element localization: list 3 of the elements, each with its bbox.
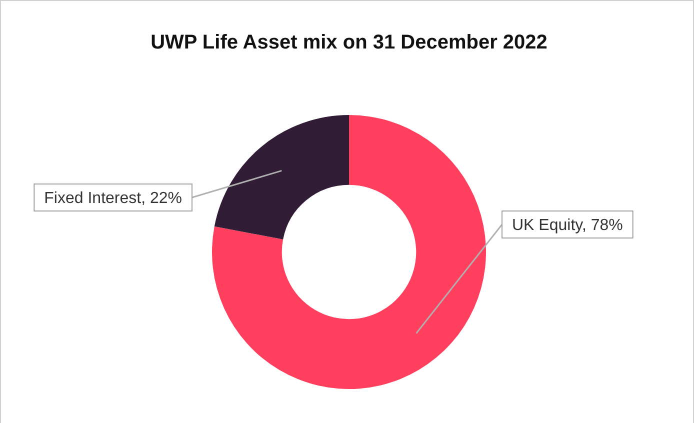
slice-label: Fixed Interest, 22%	[44, 190, 182, 207]
slice-label: UK Equity, 78%	[512, 216, 623, 234]
chart-title: UWP Life Asset mix on 31 December 2022	[150, 32, 548, 54]
